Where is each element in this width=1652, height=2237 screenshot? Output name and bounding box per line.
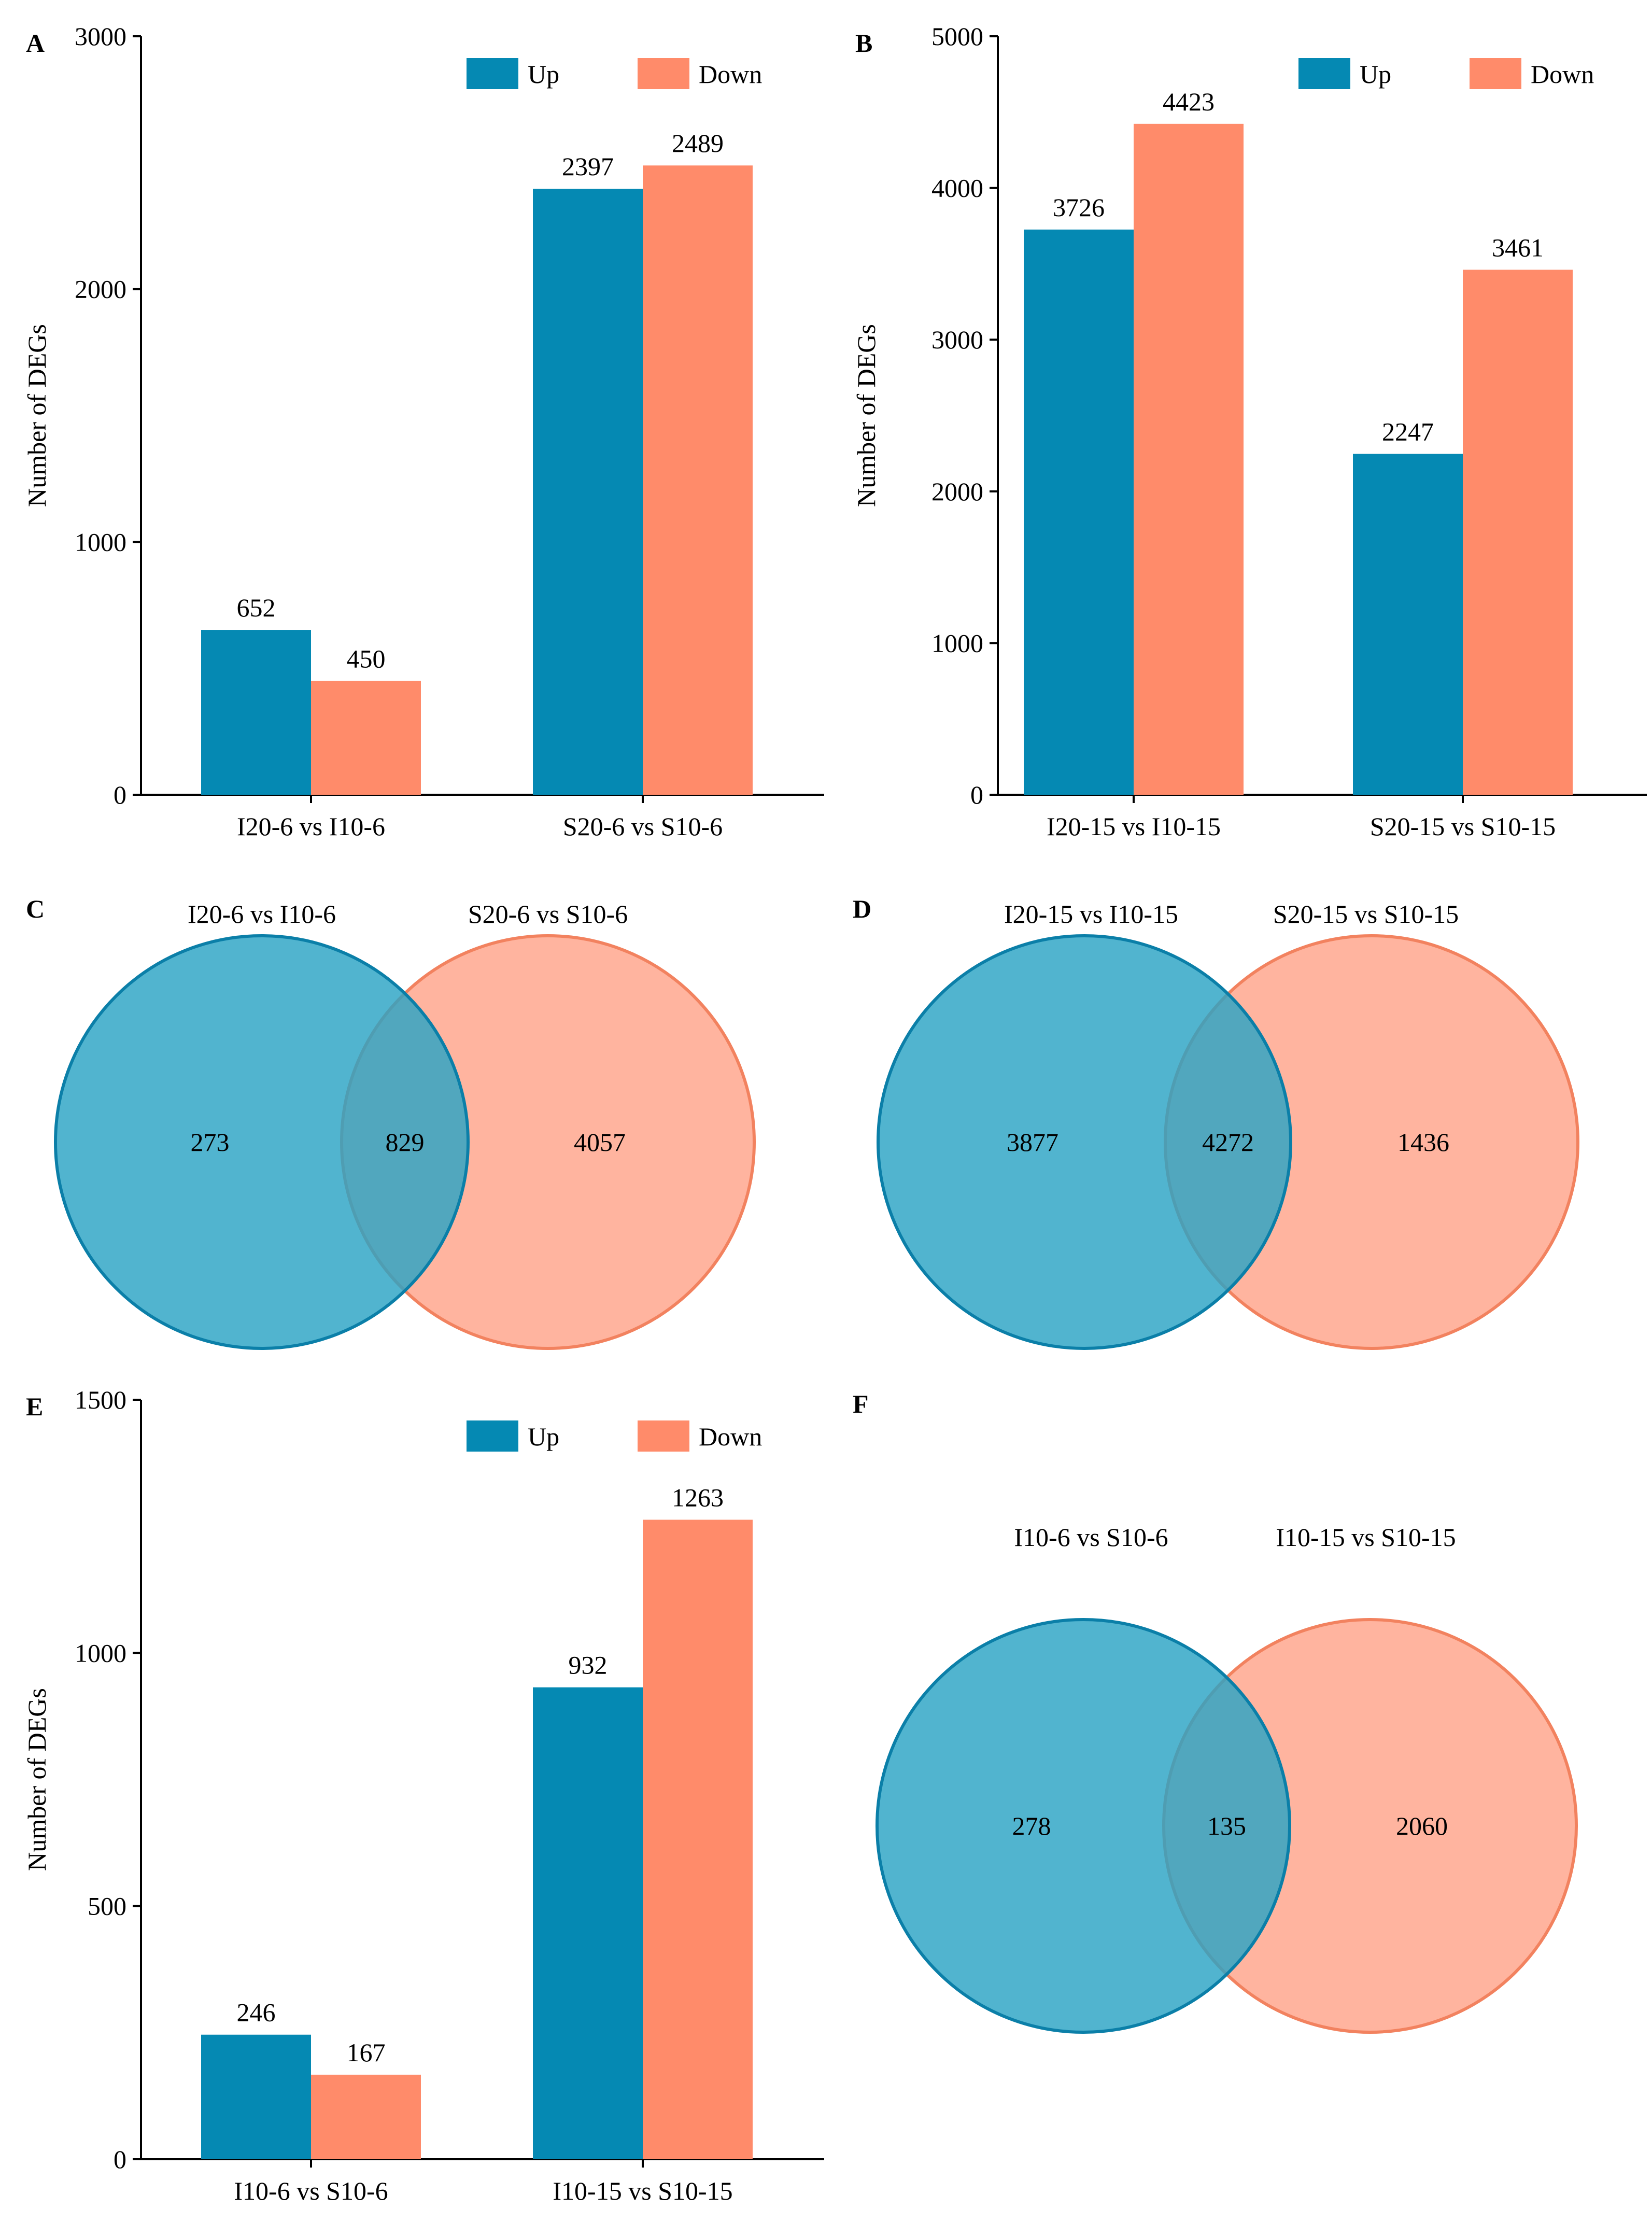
panel-letter-d: D bbox=[853, 894, 871, 923]
bar-up bbox=[201, 630, 311, 795]
venn-count-left-only: 273 bbox=[191, 1128, 230, 1157]
bar-up bbox=[1353, 454, 1463, 795]
venn-count-right-only: 1436 bbox=[1397, 1128, 1449, 1157]
bar-down bbox=[643, 1520, 753, 2159]
venn-count-left-only: 3877 bbox=[1007, 1128, 1058, 1157]
venn-circle-left bbox=[877, 934, 1292, 1350]
x-tick-label: I20-15 vs I10-15 bbox=[1047, 812, 1221, 841]
venn-set-label-left: I20-15 vs I10-15 bbox=[1004, 899, 1178, 928]
panel-e: E 0 500 1000 1500 Number of DEGs I10-6 vs S10-… bbox=[0, 1379, 829, 2234]
panel-d: D I20-15 vs I10-15 S20-15 vs S10-15 3877 427… bbox=[829, 861, 1652, 1379]
venn-set-label-right: S20-15 vs S10-15 bbox=[1273, 899, 1459, 928]
bar-down bbox=[643, 165, 753, 795]
bar-up bbox=[533, 1687, 643, 2159]
venn-count-overlap: 829 bbox=[386, 1128, 425, 1157]
legend-swatch-down bbox=[638, 58, 689, 89]
bar-value-label: 1263 bbox=[672, 1483, 724, 1512]
panel-letter-e: E bbox=[26, 1392, 43, 1421]
venn-set-label-right: I10-15 vs S10-15 bbox=[1276, 1523, 1456, 1552]
legend-label-up: Up bbox=[528, 1422, 559, 1451]
panel-letter-b: B bbox=[855, 29, 872, 58]
bar-down bbox=[311, 681, 421, 795]
bar-up bbox=[201, 2034, 311, 2159]
panel-b: B 0 1000 2000 3000 4000 5000 Number of DEGs I20-… bbox=[829, 0, 1652, 861]
y-tick-label: 1000 bbox=[75, 527, 126, 556]
x-tick-label: I10-6 vs S10-6 bbox=[234, 2176, 388, 2205]
y-tick-label: 5000 bbox=[931, 22, 983, 51]
y-tick-label: 2000 bbox=[931, 477, 983, 506]
bar-value-label: 246 bbox=[237, 1998, 276, 2027]
y-tick-label: 3000 bbox=[75, 22, 126, 51]
y-tick-label: 1000 bbox=[75, 1638, 126, 1667]
bar-value-label: 450 bbox=[347, 644, 386, 673]
y-tick-label: 4000 bbox=[931, 174, 983, 203]
legend-swatch-up bbox=[467, 58, 518, 89]
legend-label-up: Up bbox=[528, 60, 559, 89]
bar-chart-a: A 0 1000 2000 3000 Number of DEGs I20-6 vs I10… bbox=[22, 22, 824, 841]
bar-value-label: 3461 bbox=[1492, 233, 1544, 262]
legend-label-down: Down bbox=[699, 60, 762, 89]
venn-circle-left bbox=[54, 934, 470, 1350]
venn-count-left-only: 278 bbox=[1012, 1811, 1051, 1840]
panel-letter-a: A bbox=[26, 29, 45, 58]
y-axis-label: Number of DEGs bbox=[852, 324, 881, 507]
legend-label-up: Up bbox=[1360, 60, 1391, 89]
venn-diagram-c: C I20-6 vs I10-6 S20-6 vs S10-6 273 829 4057 bbox=[26, 894, 756, 1350]
venn-count-overlap: 135 bbox=[1207, 1811, 1246, 1840]
panel-f: F I10-6 vs S10-6 I10-15 vs S10-15 278 135 206… bbox=[829, 1379, 1652, 2234]
bar-chart-e: E 0 500 1000 1500 Number of DEGs I10-6 vs S10-… bbox=[22, 1385, 824, 2205]
legend-label-down: Down bbox=[699, 1422, 762, 1451]
bar-value-label: 2397 bbox=[562, 152, 614, 181]
bar-down bbox=[1463, 270, 1573, 795]
venn-set-label-right: S20-6 vs S10-6 bbox=[468, 899, 628, 928]
x-tick-label: S20-6 vs S10-6 bbox=[563, 812, 723, 841]
bar-value-label: 932 bbox=[569, 1651, 608, 1680]
y-tick-label: 3000 bbox=[931, 325, 983, 354]
y-tick-label: 0 bbox=[970, 780, 983, 809]
venn-count-right-only: 4057 bbox=[574, 1128, 626, 1157]
panel-a: A 0 1000 2000 3000 Number of DEGs I20-6 vs I10… bbox=[0, 0, 829, 861]
y-tick-label: 2000 bbox=[75, 275, 126, 304]
x-tick-label: I10-15 vs S10-15 bbox=[553, 2176, 732, 2205]
bar-value-label: 167 bbox=[347, 2038, 386, 2067]
y-axis-label: Number of DEGs bbox=[22, 1688, 51, 1871]
y-tick-label: 0 bbox=[114, 780, 126, 809]
panel-letter-f: F bbox=[853, 1389, 869, 1418]
bar-up bbox=[1024, 229, 1134, 795]
venn-count-right-only: 2060 bbox=[1396, 1811, 1448, 1840]
y-tick-label: 1500 bbox=[75, 1385, 126, 1414]
legend-label-down: Down bbox=[1531, 60, 1594, 89]
bar-value-label: 4423 bbox=[1163, 87, 1215, 116]
venn-set-label-left: I10-6 vs S10-6 bbox=[1014, 1523, 1168, 1552]
y-tick-label: 1000 bbox=[931, 628, 983, 657]
bar-chart-b: B 0 1000 2000 3000 4000 5000 Number of DEGs I20-… bbox=[852, 22, 1647, 841]
legend-swatch-down bbox=[638, 1420, 689, 1452]
venn-count-overlap: 4272 bbox=[1202, 1128, 1254, 1157]
bar-up bbox=[533, 189, 643, 795]
bar-value-label: 2489 bbox=[672, 129, 724, 158]
venn-diagram-d: D I20-15 vs I10-15 S20-15 vs S10-15 3877 427… bbox=[853, 894, 1579, 1350]
bar-down bbox=[1134, 123, 1244, 795]
bar-value-label: 3726 bbox=[1053, 193, 1105, 222]
bar-value-label: 2247 bbox=[1382, 417, 1434, 446]
venn-diagram-f: F I10-6 vs S10-6 I10-15 vs S10-15 278 135 206… bbox=[853, 1389, 1578, 2034]
x-tick-label: I20-6 vs I10-6 bbox=[237, 812, 385, 841]
x-tick-label: S20-15 vs S10-15 bbox=[1370, 812, 1556, 841]
bar-value-label: 652 bbox=[237, 593, 276, 622]
venn-circle-left bbox=[876, 1618, 1291, 2034]
legend-swatch-up bbox=[1298, 58, 1350, 89]
legend-swatch-down bbox=[1470, 58, 1521, 89]
bar-down bbox=[311, 2074, 421, 2159]
panel-c: C I20-6 vs I10-6 S20-6 vs S10-6 273 829 4057 bbox=[0, 861, 829, 1379]
venn-set-label-left: I20-6 vs I10-6 bbox=[188, 899, 336, 928]
legend-swatch-up bbox=[467, 1420, 518, 1452]
y-tick-label: 500 bbox=[88, 1892, 126, 1921]
y-tick-label: 0 bbox=[114, 2145, 126, 2174]
y-axis-label: Number of DEGs bbox=[22, 324, 51, 507]
panel-letter-c: C bbox=[26, 894, 45, 923]
